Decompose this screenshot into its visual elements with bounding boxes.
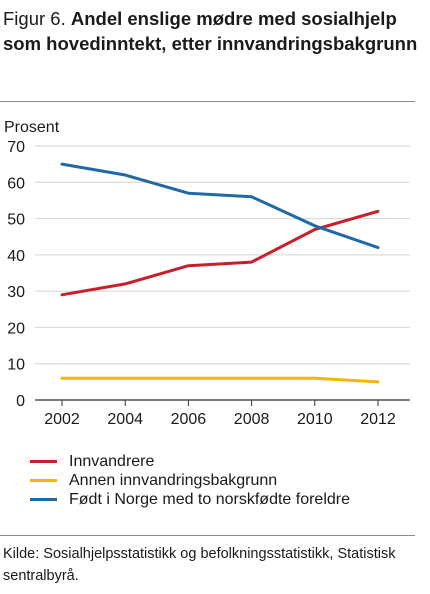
legend-swatch <box>30 460 57 463</box>
y-tick-label: 40 <box>7 248 25 265</box>
line-chart: Prosent 0 10 20 30 40 50 60 70 2002 2004 2006 2008 20… <box>4 119 410 428</box>
y-tick-label: 20 <box>7 320 25 337</box>
x-tick-label: 2002 <box>44 411 80 428</box>
chart-title: Figur 6. Andel enslige mødre med sosialh… <box>3 6 418 56</box>
x-tick-label: 2012 <box>360 411 396 428</box>
y-tick-label: 60 <box>7 175 25 192</box>
source-divider <box>0 535 415 536</box>
y-tick-label: 0 <box>16 393 25 410</box>
x-tick-label: 2008 <box>234 411 270 428</box>
y-tick-label: 70 <box>7 139 25 156</box>
figure-label: Figur 6. <box>3 8 66 29</box>
x-tick-label: 2006 <box>171 411 207 428</box>
series-line-1 <box>60 209 380 297</box>
x-tick-label: 2010 <box>297 411 333 428</box>
y-tick-label: 50 <box>7 212 25 229</box>
legend-swatch <box>30 498 57 501</box>
legend-item: Født i Norge med to norskfødte foreldre <box>30 490 350 509</box>
legend-label: Født i Norge med to norskfødte foreldre <box>69 490 350 508</box>
legend-item: Innvandrere <box>30 452 350 471</box>
series-line-2 <box>60 376 380 384</box>
legend-label: Innvandrere <box>69 452 155 470</box>
figure-title-text: Andel enslige mødre med sosialhjelp som … <box>3 8 418 54</box>
x-tick-label: 2004 <box>107 411 143 428</box>
title-divider <box>0 101 415 102</box>
y-axis-label: Prosent <box>4 119 60 136</box>
y-tick-label: 10 <box>7 357 25 374</box>
source-note: Kilde: Sosialhjelpsstatistikk og befolkn… <box>3 546 396 584</box>
legend-label: Annen innvandringsbakgrunn <box>69 471 278 489</box>
legend-item: Annen innvandringsbakgrunn <box>30 471 350 490</box>
chart-legend: Innvandrere Annen innvandringsbakgrunn Fød… <box>30 452 350 509</box>
legend-swatch <box>30 479 57 482</box>
y-tick-label: 30 <box>7 284 25 301</box>
series-line-3 <box>60 162 380 250</box>
